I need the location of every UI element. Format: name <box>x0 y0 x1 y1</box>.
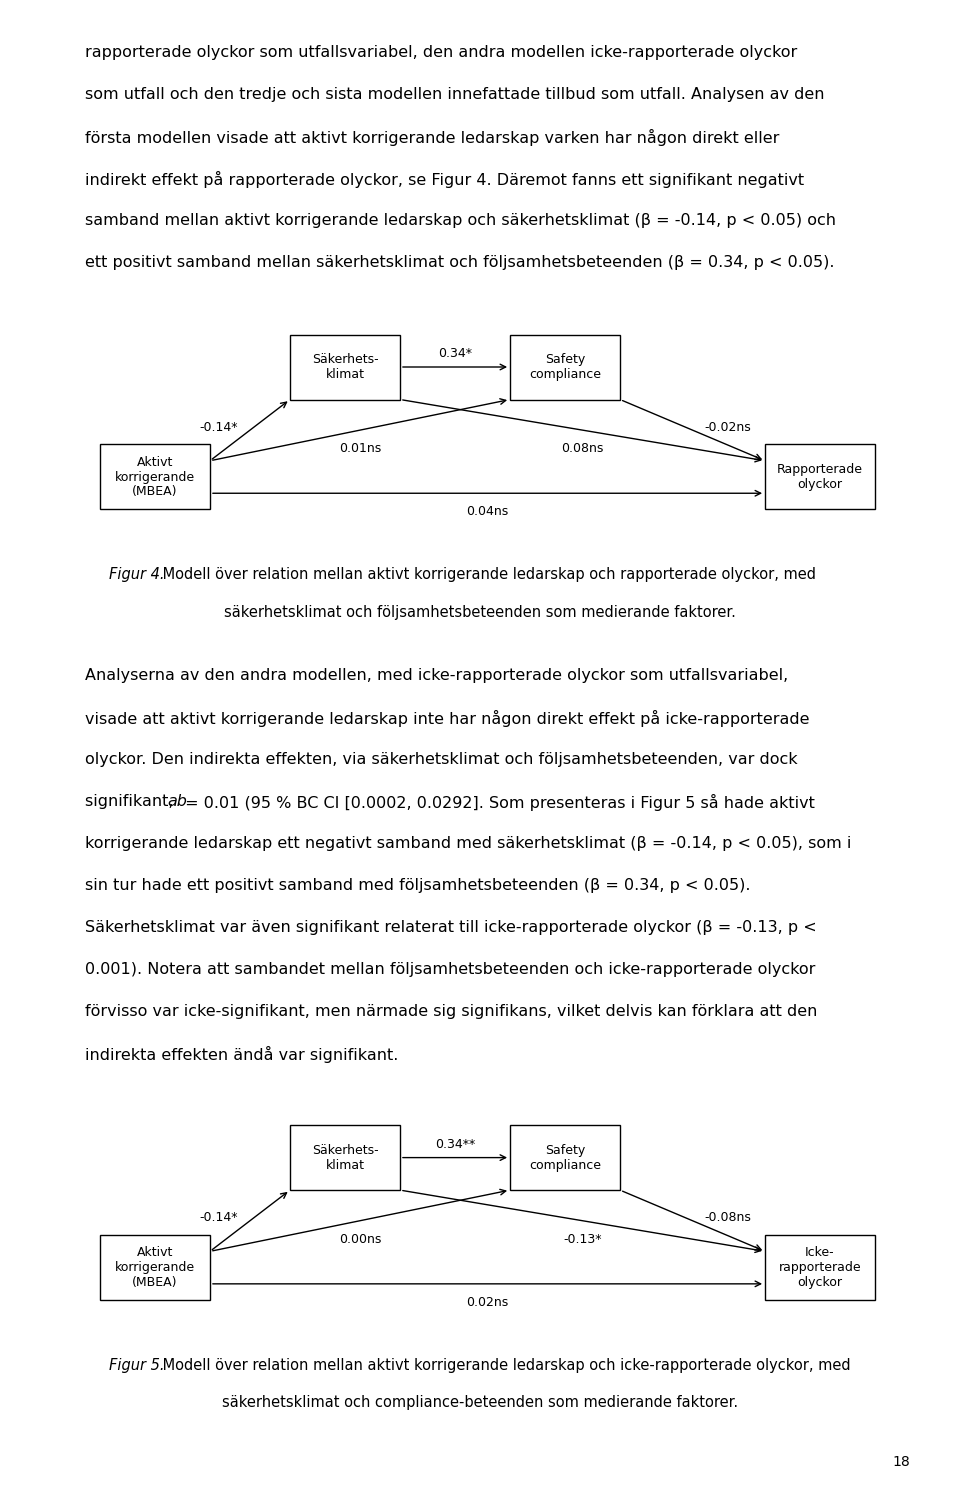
Text: -0.08ns: -0.08ns <box>705 1212 752 1224</box>
Text: Säkerhets-
klimat: Säkerhets- klimat <box>312 353 378 380</box>
Bar <box>290 1126 400 1191</box>
Text: 0.34*: 0.34* <box>438 347 472 361</box>
Text: visade att aktivt korrigerande ledarskap inte har någon direkt effekt på icke-ra: visade att aktivt korrigerande ledarskap… <box>85 709 809 727</box>
Text: ett positivt samband mellan säkerhetsklimat och följsamhetsbeteenden (β = 0.34, : ett positivt samband mellan säkerhetskli… <box>85 255 834 270</box>
Text: Figur 4.: Figur 4. <box>108 567 164 582</box>
Text: Icke-
rapporterade
olyckor: Icke- rapporterade olyckor <box>779 1246 861 1289</box>
Text: Säkerhets-
klimat: Säkerhets- klimat <box>312 1144 378 1171</box>
Text: Aktivt
korrigerande
(MBEA): Aktivt korrigerande (MBEA) <box>115 456 195 498</box>
Text: -0.14*: -0.14* <box>200 421 238 433</box>
Text: korrigerande ledarskap ett negativt samband med säkerhetsklimat (β = -0.14, p < : korrigerande ledarskap ett negativt samb… <box>85 836 852 851</box>
Text: Modell över relation mellan aktivt korrigerande ledarskap och rapporterade olyck: Modell över relation mellan aktivt korri… <box>158 567 816 582</box>
Text: rapporterade olyckor som utfallsvariabel, den andra modellen icke-rapporterade o: rapporterade olyckor som utfallsvariabel… <box>85 45 797 60</box>
Bar <box>765 445 875 510</box>
Text: 0.01ns: 0.01ns <box>339 442 381 456</box>
Text: signifikant,: signifikant, <box>85 794 179 809</box>
Text: = 0.01 (95 % BC CI [0.0002, 0.0292]. Som presenteras i Figur 5 så hade aktivt: = 0.01 (95 % BC CI [0.0002, 0.0292]. Som… <box>180 794 815 810</box>
Text: 0.08ns: 0.08ns <box>562 442 604 456</box>
Text: Figur 5.: Figur 5. <box>108 1358 164 1373</box>
Text: Säkerhetsklimat var även signifikant relaterat till icke-rapporterade olyckor (β: Säkerhetsklimat var även signifikant rel… <box>85 919 817 934</box>
Bar <box>510 1126 620 1191</box>
Text: Analyserna av den andra modellen, med icke-rapporterade olyckor som utfallsvaria: Analyserna av den andra modellen, med ic… <box>85 667 788 682</box>
Text: Rapporterade
olyckor: Rapporterade olyckor <box>777 463 863 490</box>
Text: indirekt effekt på rapporterade olyckor, se Figur 4. Däremot fanns ett signifika: indirekt effekt på rapporterade olyckor,… <box>85 171 804 189</box>
Text: -0.14*: -0.14* <box>200 1212 238 1224</box>
Bar <box>765 1234 875 1301</box>
Text: indirekta effekten ändå var signifikant.: indirekta effekten ändå var signifikant. <box>85 1046 398 1062</box>
Text: samband mellan aktivt korrigerande ledarskap och säkerhetsklimat (β = -0.14, p <: samband mellan aktivt korrigerande ledar… <box>85 213 836 228</box>
Text: som utfall och den tredje och sista modellen innefattade tillbud som utfall. Ana: som utfall och den tredje och sista mode… <box>85 88 825 103</box>
Text: 0.04ns: 0.04ns <box>467 506 509 518</box>
Text: -0.02ns: -0.02ns <box>705 421 752 433</box>
Text: 0.02ns: 0.02ns <box>467 1296 509 1308</box>
Text: 0.34**: 0.34** <box>435 1138 475 1150</box>
Text: sin tur hade ett positivt samband med följsamhetsbeteenden (β = 0.34, p < 0.05).: sin tur hade ett positivt samband med fö… <box>85 878 751 893</box>
Text: Safety
compliance: Safety compliance <box>529 353 601 380</box>
Text: 18: 18 <box>892 1455 910 1468</box>
Text: Aktivt
korrigerande
(MBEA): Aktivt korrigerande (MBEA) <box>115 1246 195 1289</box>
Text: olyckor. Den indirekta effekten, via säkerhetsklimat och följsamhetsbeteenden, v: olyckor. Den indirekta effekten, via säk… <box>85 751 798 767</box>
Bar <box>100 445 210 510</box>
Text: 0.00ns: 0.00ns <box>339 1233 381 1246</box>
Text: säkerhetsklimat och följsamhetsbeteenden som medierande faktorer.: säkerhetsklimat och följsamhetsbeteenden… <box>224 605 736 620</box>
Bar <box>100 1234 210 1301</box>
Text: Modell över relation mellan aktivt korrigerande ledarskap och icke-rapporterade : Modell över relation mellan aktivt korri… <box>158 1358 851 1373</box>
Text: Safety
compliance: Safety compliance <box>529 1144 601 1171</box>
Bar <box>290 335 400 400</box>
Text: säkerhetsklimat och compliance-beteenden som medierande faktorer.: säkerhetsklimat och compliance-beteenden… <box>222 1396 738 1411</box>
Text: ab: ab <box>168 794 187 809</box>
Text: 0.001). Notera att sambandet mellan följsamhetsbeteenden och icke-rapporterade o: 0.001). Notera att sambandet mellan följ… <box>85 961 815 976</box>
Text: förvisso var icke-signifikant, men närmade sig signifikans, vilket delvis kan fö: förvisso var icke-signifikant, men närma… <box>85 1003 817 1019</box>
Bar <box>510 335 620 400</box>
Text: första modellen visade att aktivt korrigerande ledarskap varken har någon direkt: första modellen visade att aktivt korrig… <box>85 128 780 146</box>
Text: -0.13*: -0.13* <box>564 1233 602 1246</box>
